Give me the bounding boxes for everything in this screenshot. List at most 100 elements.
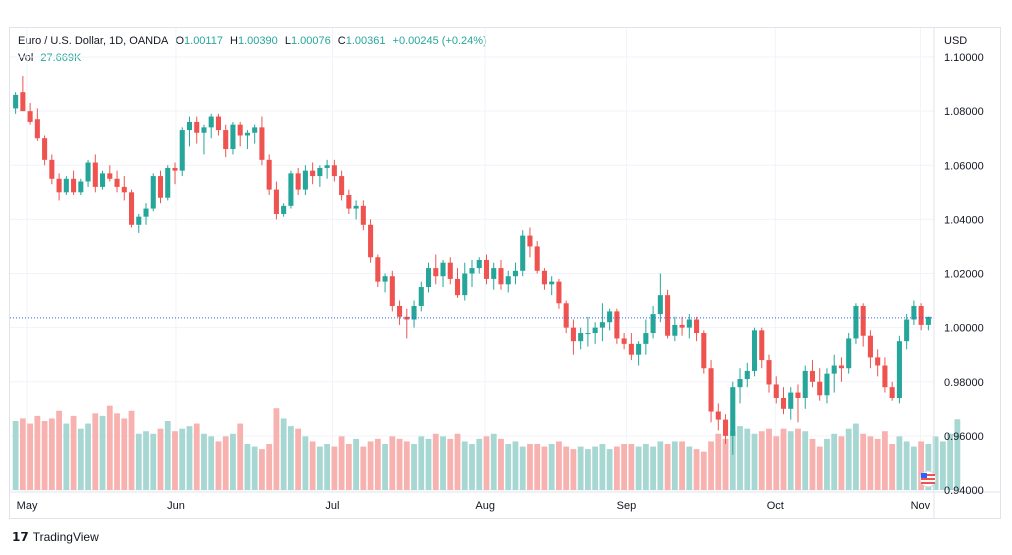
candle[interactable] <box>751 327 758 377</box>
candle[interactable] <box>875 349 881 377</box>
candle[interactable] <box>462 262 468 301</box>
candle[interactable] <box>882 357 888 393</box>
candle[interactable] <box>302 165 308 196</box>
candle[interactable] <box>20 75 26 112</box>
candle[interactable] <box>715 403 721 431</box>
candle[interactable] <box>404 308 410 339</box>
candle[interactable] <box>375 254 381 288</box>
candle[interactable] <box>773 376 779 404</box>
candle[interactable] <box>114 170 120 193</box>
candle[interactable] <box>527 227 533 258</box>
candle[interactable] <box>252 124 258 144</box>
candle[interactable] <box>186 116 193 147</box>
candle[interactable] <box>208 113 214 139</box>
candle[interactable] <box>281 203 287 217</box>
candle[interactable] <box>454 268 461 298</box>
candle[interactable] <box>230 121 236 155</box>
candle[interactable] <box>744 362 750 388</box>
candle[interactable] <box>867 330 873 369</box>
candle[interactable] <box>288 170 294 209</box>
candle[interactable] <box>780 387 787 415</box>
candle[interactable] <box>426 262 432 293</box>
candle[interactable] <box>121 176 127 201</box>
candle[interactable] <box>382 273 388 293</box>
candle[interactable] <box>599 303 605 342</box>
candle[interactable] <box>215 113 221 136</box>
candle[interactable] <box>331 159 337 182</box>
candle[interactable] <box>809 360 816 388</box>
candle[interactable] <box>418 281 424 312</box>
candle[interactable] <box>802 365 808 409</box>
candle[interactable] <box>607 308 613 331</box>
candle[interactable] <box>860 303 866 347</box>
candle[interactable] <box>273 181 279 220</box>
candle[interactable] <box>447 257 453 285</box>
candle[interactable] <box>766 354 772 393</box>
candle[interactable] <box>556 278 562 309</box>
candle[interactable] <box>904 314 910 350</box>
candle[interactable] <box>63 176 69 196</box>
candle[interactable] <box>78 178 84 196</box>
candle[interactable] <box>795 384 801 423</box>
candle[interactable] <box>259 116 265 166</box>
candle[interactable] <box>397 300 403 325</box>
candle[interactable] <box>636 341 642 366</box>
candle[interactable] <box>788 387 794 420</box>
candle[interactable] <box>71 170 77 196</box>
candle[interactable] <box>578 327 584 350</box>
candle[interactable] <box>520 230 526 277</box>
candle[interactable] <box>346 189 352 214</box>
candle[interactable] <box>49 154 55 185</box>
candle[interactable] <box>194 116 200 144</box>
candle[interactable] <box>925 316 931 331</box>
candle[interactable] <box>665 289 671 339</box>
candle[interactable] <box>42 135 48 166</box>
candle[interactable] <box>201 124 207 155</box>
candle[interactable] <box>56 173 62 201</box>
candle[interactable] <box>657 273 663 323</box>
candle[interactable] <box>534 241 540 274</box>
candle[interactable] <box>614 308 620 344</box>
candle[interactable] <box>686 314 692 339</box>
candle[interactable] <box>237 121 243 147</box>
candle[interactable] <box>491 262 497 290</box>
candle[interactable] <box>541 268 547 290</box>
candle[interactable] <box>324 159 330 179</box>
candle[interactable] <box>512 262 518 285</box>
candle[interactable] <box>476 257 482 274</box>
candle[interactable] <box>223 124 229 158</box>
candle[interactable] <box>824 368 830 404</box>
candle[interactable] <box>549 276 555 296</box>
candle[interactable] <box>563 300 569 334</box>
candle[interactable] <box>107 165 113 182</box>
tradingview-brand[interactable]: 𝟭𝟳 TradingView <box>12 530 99 544</box>
candle[interactable] <box>136 213 142 233</box>
candle[interactable] <box>339 170 345 201</box>
candle[interactable] <box>13 92 19 114</box>
candle[interactable] <box>838 357 844 382</box>
candle[interactable] <box>411 300 417 328</box>
candle[interactable] <box>701 330 707 374</box>
candle[interactable] <box>694 316 700 342</box>
candle[interactable] <box>150 173 156 212</box>
candle[interactable] <box>759 327 765 369</box>
candle[interactable] <box>918 303 924 331</box>
candle[interactable] <box>353 200 359 220</box>
candle[interactable] <box>389 270 395 312</box>
candle[interactable] <box>360 200 366 231</box>
candle[interactable] <box>469 259 475 288</box>
candle[interactable] <box>483 254 490 285</box>
candle[interactable] <box>295 167 301 196</box>
candle[interactable] <box>853 303 859 344</box>
candle[interactable] <box>368 219 374 263</box>
candle[interactable] <box>128 189 135 228</box>
candle[interactable] <box>498 259 504 290</box>
candle[interactable] <box>165 165 171 201</box>
candle[interactable] <box>643 319 649 355</box>
candle[interactable] <box>440 259 446 288</box>
candle[interactable] <box>911 300 917 325</box>
candle[interactable] <box>317 165 323 187</box>
candle[interactable] <box>737 368 743 404</box>
candle[interactable] <box>100 170 106 190</box>
candle[interactable] <box>708 360 714 423</box>
